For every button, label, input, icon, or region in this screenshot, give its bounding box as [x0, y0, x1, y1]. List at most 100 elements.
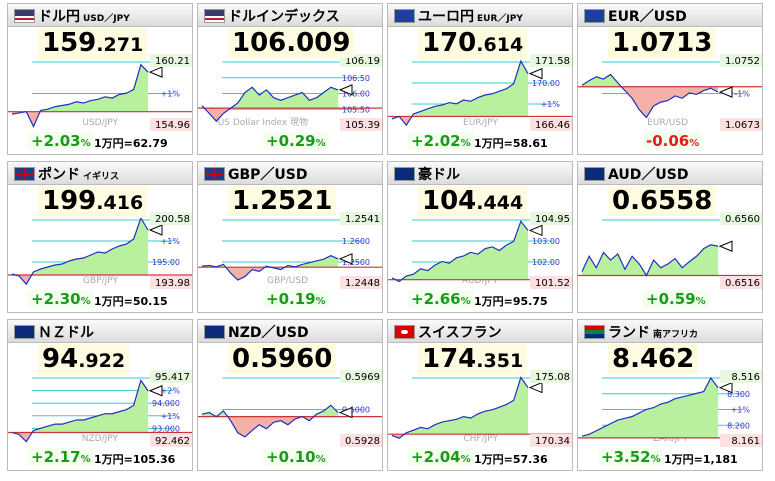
gain-area: [12, 218, 148, 275]
gain-area: [202, 405, 338, 417]
change-unit: %: [80, 296, 91, 307]
tile-title: ランド 南アフリカ: [608, 322, 698, 342]
tile-header: ＮＺドル: [8, 320, 192, 343]
change-unit: %: [695, 296, 706, 307]
high-box: [150, 212, 192, 225]
yen-rate: 1万円=58.61: [474, 137, 548, 150]
gain-area: [392, 221, 528, 280]
change: +2.30%: [28, 290, 94, 308]
high-box: [530, 212, 572, 225]
change-value: +0.10: [266, 448, 316, 466]
price-main: 0.6558: [612, 186, 713, 216]
price-line: [11, 216, 149, 286]
price-decimals: .444: [476, 192, 524, 214]
current-marker: [528, 381, 543, 394]
low-label: 0.5928: [345, 436, 380, 447]
current-marker: [338, 253, 353, 265]
yen-rate: 1万円=62.79: [94, 137, 168, 150]
change-value: +0.59: [646, 290, 696, 308]
scale-label: +1%: [161, 412, 181, 421]
high-label: 171.58: [535, 56, 570, 67]
flag-icon: [584, 167, 605, 181]
change-unit: %: [460, 138, 471, 149]
currency-tile: ＮＺドル95.000+2%94.000+1%93.000NZD/JPY95.41…: [7, 319, 193, 471]
high-box: [720, 54, 762, 67]
high-box: [340, 212, 382, 225]
tile-title: ＮＺドル: [38, 322, 94, 342]
change: +2.02%: [408, 132, 474, 150]
change-unit: %: [689, 138, 700, 149]
change-unit: %: [315, 454, 326, 465]
scale-label: 195.00: [152, 258, 180, 267]
tile-title: ドル円 USD／JPY: [38, 6, 130, 26]
change-unit: %: [80, 138, 91, 149]
low-box: [530, 434, 572, 447]
low-label: 0.6516: [725, 278, 760, 289]
scale-label: 93.000: [152, 424, 180, 433]
price: 1.2521: [228, 186, 337, 216]
current-marker: [718, 240, 733, 253]
price: 8.462: [608, 344, 699, 374]
gain-area: [12, 64, 148, 112]
change: +0.19%: [263, 290, 329, 308]
scale-label: 106.00: [342, 90, 370, 99]
scale-label: 102.00: [532, 258, 560, 267]
price-main: 199: [42, 186, 97, 216]
high-box: [720, 212, 762, 225]
high-label: 8.516: [731, 372, 760, 383]
flag-icon: [204, 9, 225, 23]
price-line: [11, 378, 149, 443]
high-label: 0.5969: [345, 372, 380, 383]
change: +2.03%: [28, 132, 94, 150]
pair-name: ユーロ円: [418, 9, 474, 25]
change-unit: %: [650, 454, 661, 465]
low-label: 105.39: [345, 120, 380, 131]
price-decimals: .614: [476, 34, 524, 56]
low-box: [530, 118, 572, 131]
tile-header: スイスフラン: [388, 320, 572, 343]
price-line: [201, 86, 339, 123]
flag-icon: [204, 167, 225, 181]
tile-title: NZD／USD: [228, 322, 309, 342]
tile-title: スイスフラン: [418, 322, 502, 342]
pair-name: ＮＺドル: [38, 325, 94, 341]
scale-label: 8.200: [727, 421, 750, 430]
pair-name: GBP／USD: [228, 167, 308, 183]
scale-label: 170.00: [532, 79, 560, 88]
change-value: +0.29: [266, 132, 316, 150]
scale-label: -1%: [734, 90, 750, 99]
flag-icon: [394, 167, 415, 181]
current-marker: [718, 381, 733, 394]
price-main: 106.009: [232, 28, 351, 58]
scale-label: 106.50: [342, 74, 370, 83]
price-main: 174: [422, 344, 477, 374]
price-main: 170: [422, 28, 477, 58]
price: 94.922: [38, 344, 130, 376]
tile-title: ポンド イギリス: [38, 164, 119, 184]
price-line: [391, 59, 529, 127]
tile-title: ユーロ円 EUR／JPY: [418, 6, 523, 26]
scale-label: 1.2500: [342, 258, 370, 267]
scale-label: 94.000: [152, 399, 180, 408]
change-unit: %: [315, 138, 326, 149]
price-line: [581, 73, 719, 119]
price-line: [11, 63, 149, 128]
price-main: 94: [42, 344, 79, 374]
gain-area: [582, 244, 718, 276]
tile-title: GBP／USD: [228, 164, 308, 184]
price: 1.0713: [608, 28, 717, 58]
currency-tile: スイスフラン+1%CHF/JPY175.08170.34174.351+2.04…: [387, 319, 573, 471]
low-box: [720, 434, 762, 447]
change-unit: %: [460, 454, 471, 465]
price-main: 8.462: [612, 344, 695, 374]
high-box: [530, 370, 572, 383]
watermark: GBP/USD: [267, 276, 308, 286]
low-label: 92.462: [155, 436, 190, 447]
